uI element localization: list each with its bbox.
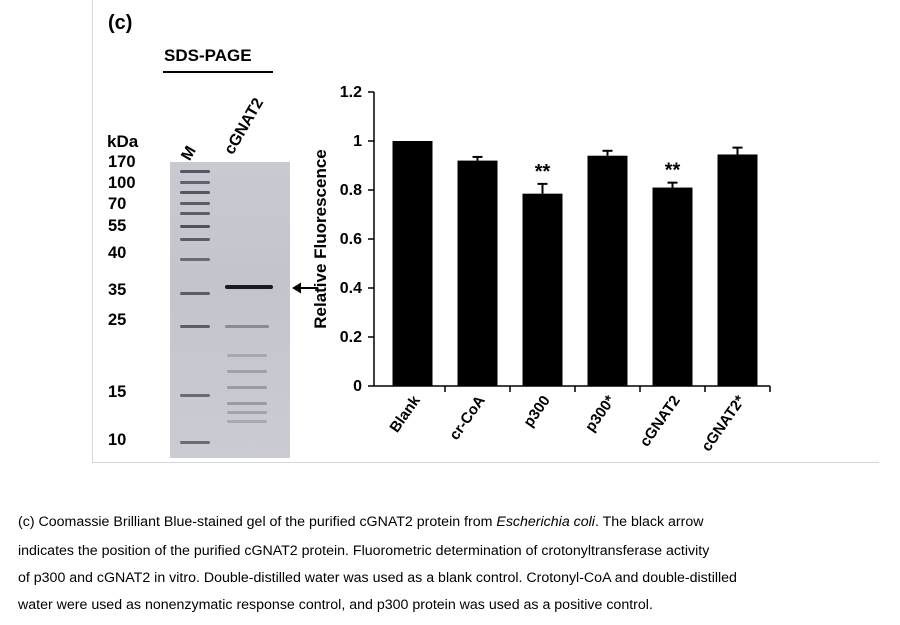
y-tick-label: 0 [353,378,362,395]
x-tick-label-p300: p300 [520,393,554,431]
kda-label: kDa [107,132,139,151]
y-tick-label: 1 [353,133,362,150]
sample-band [227,420,267,423]
caption-text: (c) Coomassie Brilliant Blue-stained gel… [18,514,497,530]
marker-band [180,181,210,184]
marker-band [180,238,210,241]
sample-band [227,354,267,357]
y-tick-label: 1.2 [340,84,362,101]
mw-label-35: 35 [108,281,127,299]
mw-label-55: 55 [108,217,127,235]
bar-cGNAT2* [717,154,758,386]
sample-band [225,325,269,328]
sample-band [227,411,267,414]
marker-band [180,258,210,261]
gel-heading-underline [163,71,273,73]
sample-band [227,370,267,373]
x-tick-label-cr-CoA: cr-CoA [446,392,489,443]
marker-band [180,292,210,295]
marker-band [180,212,210,215]
x-tick-label-p300*: p300* [582,392,619,435]
caption-organism: Escherichia coli [496,514,595,530]
significance-label: ** [665,160,681,182]
marker-band [180,170,210,173]
x-tick-label-Blank: Blank [386,392,424,436]
marker-band [180,441,210,444]
mw-label-40: 40 [108,244,127,262]
caption-line-4: water were used as nonenzymatic response… [18,597,653,613]
y-tick-label: 0.6 [340,231,362,248]
mw-label-170: 170 [108,153,136,171]
mw-label-10: 10 [108,431,127,449]
gel-image [170,162,290,458]
figure-frame [92,0,879,463]
gel-heading: SDS-PAGE [164,46,252,65]
y-tick-label: 0.2 [340,329,362,346]
mw-label-100: 100 [108,174,136,192]
bar-p300 [522,193,563,386]
caption-line-3: of p300 and cGNAT2 in vitro. Double-dist… [18,570,737,586]
mw-label-70: 70 [108,195,127,213]
x-tick-label-cGNAT2: cGNAT2 [637,393,684,450]
arrow-icon [292,282,318,294]
y-axis-label: Relative Fluorescence [311,149,330,329]
x-tick-label-cGNAT2*: cGNAT2* [698,392,749,454]
marker-band [180,191,210,194]
significance-label: ** [535,161,551,183]
caption-text: . The black arrow [594,514,704,530]
bar-chart: 0 0.2 0.4 0.6 0.8 1 1.2 Relative Fluorescence Bl… [311,84,771,455]
cgnat2-band [225,285,273,289]
bar-Blank [392,141,433,386]
mw-label-15: 15 [108,383,127,401]
bar-p300* [587,155,628,386]
marker-band [180,394,210,397]
panel-label: (c) [108,12,133,34]
mw-label-25: 25 [108,311,127,329]
caption-line-1: (c) Coomassie Brilliant Blue-stained gel… [18,514,704,530]
sample-band [227,386,267,389]
marker-band [180,225,210,228]
marker-band [180,325,210,328]
y-tick-label: 0.8 [340,182,362,199]
y-tick-label: 0.4 [340,280,362,297]
caption-line-2: indicates the position of the purified c… [18,543,710,559]
marker-band [180,202,210,205]
sample-band [227,402,267,405]
bar-cGNAT2 [652,187,693,386]
bar-cr-CoA [457,160,498,386]
